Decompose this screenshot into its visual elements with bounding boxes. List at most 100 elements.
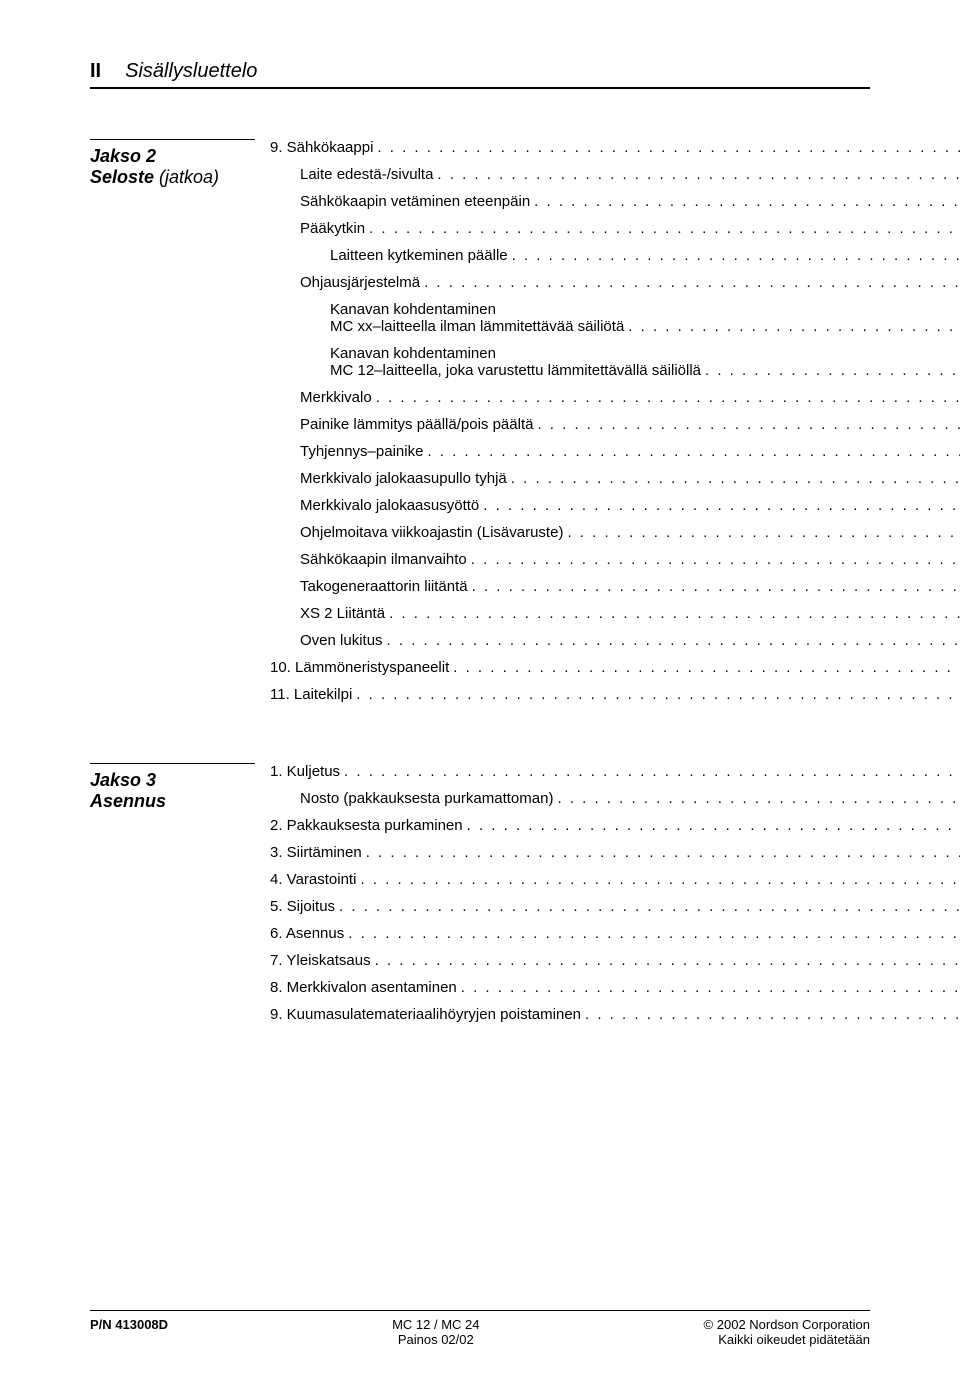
toc-row: 5. Sijoitus . . . . . . . . . . . . . . … (270, 898, 960, 915)
toc-row: Pääkytkin . . . . . . . . . . . . . . . … (270, 220, 960, 237)
toc-dots: . . . . . . . . . . . . . . . . . . . . … (483, 497, 960, 514)
toc-dots: . . . . . . . . . . . . . . . . . . . . … (467, 817, 960, 834)
toc-label: 9. Kuumasulatemateriaalihöyryjen poistam… (270, 1006, 581, 1023)
copyright-icon: © (704, 1317, 714, 1332)
toc-label: Sähkökaapin ilmanvaihto (300, 551, 467, 568)
toc-label: MC 12–laitteella, joka varustettu lämmit… (330, 362, 701, 379)
toc-label: 5. Sijoitus (270, 898, 335, 915)
footer-center-2: Painos 02/02 (392, 1332, 479, 1347)
footer-pn: P/N 413008D (90, 1317, 168, 1332)
toc-dots: . . . . . . . . . . . . . . . . . . . . … (567, 524, 960, 541)
toc-dots: . . . . . . . . . . . . . . . . . . . . … (471, 551, 960, 568)
toc-label: 10. Lämmöneristyspaneelit (270, 659, 449, 676)
toc-dots: . . . . . . . . . . . . . . . . . . . . … (366, 844, 960, 861)
toc-dots: . . . . . . . . . . . . . . . . . . . . … (453, 659, 960, 676)
footer-left: P/N 413008D (90, 1317, 168, 1347)
toc-dots: . . . . . . . . . . . . . . . . . . . . … (387, 632, 960, 649)
toc-dots: . . . . . . . . . . . . . . . . . . . . … (377, 139, 960, 156)
section-2: Jakso 3 Asennus 1. Kuljetus . . . . . . … (90, 763, 870, 1033)
toc-label: Takogeneraattorin liitäntä (300, 578, 468, 595)
toc-label: 1. Kuljetus (270, 763, 340, 780)
toc-label: Merkkivalo (300, 389, 372, 406)
toc-row: Laite edestä-/sivulta . . . . . . . . . … (270, 166, 960, 183)
toc-label: Tyhjennys–painike (300, 443, 423, 460)
toc-row: Ohjelmoitava viikkoajastin (Lisävaruste)… (270, 524, 960, 541)
toc-dots: . . . . . . . . . . . . . . . . . . . . … (424, 274, 960, 291)
toc-label: XS 2 Liitäntä (300, 605, 385, 622)
toc-row: 6. Asennus . . . . . . . . . . . . . . .… (270, 925, 960, 942)
toc-label: 3. Siirtäminen (270, 844, 362, 861)
toc-row: Laitteen kytkeminen päälle . . . . . . .… (270, 247, 960, 264)
toc-row: Kanavan kohdentaminenMC 12–laitteella, j… (270, 345, 960, 379)
toc-label: 4. Varastointi (270, 871, 356, 888)
toc-label: Laite edestä-/sivulta (300, 166, 433, 183)
toc-label: MC xx–laitteella ilman lämmitettävää säi… (330, 318, 624, 335)
toc-row: Takogeneraattorin liitäntä . . . . . . .… (270, 578, 960, 595)
toc-row: Kanavan kohdentaminenMC xx–laitteella il… (270, 301, 960, 335)
toc-dots: . . . . . . . . . . . . . . . . . . . . … (512, 247, 960, 264)
section-2-title-2: Asennus (90, 791, 270, 812)
toc-dots: . . . . . . . . . . . . . . . . . . . . … (537, 416, 960, 433)
toc-row: Painike lämmitys päällä/pois päältä . . … (270, 416, 960, 433)
toc-row: 7. Yleiskatsaus . . . . . . . . . . . . … (270, 952, 960, 969)
section-2-label: Jakso 3 Asennus (90, 763, 270, 812)
page-header: II Sisällysluettelo (90, 60, 870, 89)
toc-label: Merkkivalo jalokaasupullo tyhjä (300, 470, 507, 487)
toc-row: 3. Siirtäminen . . . . . . . . . . . . .… (270, 844, 960, 861)
footer-right-1: © 2002 Nordson Corporation (704, 1317, 870, 1332)
toc-dots: . . . . . . . . . . . . . . . . . . . . … (356, 686, 960, 703)
page-footer: P/N 413008D MC 12 / MC 24 Painos 02/02 ©… (90, 1310, 870, 1347)
toc-row: Sähkökaapin ilmanvaihto . . . . . . . . … (270, 551, 960, 568)
toc-row: Merkkivalo jalokaasupullo tyhjä . . . . … (270, 470, 960, 487)
toc-label: Kanavan kohdentaminen (330, 301, 960, 318)
toc-row: 9. Kuumasulatemateriaalihöyryjen poistam… (270, 1006, 960, 1023)
toc-dots: . . . . . . . . . . . . . . . . . . . . … (585, 1006, 960, 1023)
toc-row: Sähkökaapin vetäminen eteenpäin . . . . … (270, 193, 960, 210)
toc-row: 8. Merkkivalon asentaminen . . . . . . .… (270, 979, 960, 996)
toc-dots: . . . . . . . . . . . . . . . . . . . . … (376, 389, 960, 406)
footer-center-1: MC 12 / MC 24 (392, 1317, 479, 1332)
toc-label: 6. Asennus (270, 925, 344, 942)
footer-center: MC 12 / MC 24 Painos 02/02 (392, 1317, 479, 1347)
toc-dots: . . . . . . . . . . . . . . . . . . . . … (375, 952, 960, 969)
toc-label: Merkkivalo jalokaasusyöttö (300, 497, 479, 514)
toc-dots: . . . . . . . . . . . . . . . . . . . . … (344, 763, 960, 780)
toc-label: Nosto (pakkauksesta purkamattoman) (300, 790, 553, 807)
toc-dots: . . . . . . . . . . . . . . . . . . . . … (437, 166, 960, 183)
toc-dots: . . . . . . . . . . . . . . . . . . . . … (472, 578, 960, 595)
toc-label: 7. Yleiskatsaus (270, 952, 371, 969)
section-1-label: Jakso 2 Seloste (jatkoa) (90, 139, 270, 188)
header-title: Sisällysluettelo (125, 60, 257, 83)
footer-right-1-text: 2002 Nordson Corporation (717, 1317, 870, 1332)
toc-label: Laitteen kytkeminen päälle (330, 247, 508, 264)
toc-label: 8. Merkkivalon asentaminen (270, 979, 457, 996)
section-2-toc: 1. Kuljetus . . . . . . . . . . . . . . … (270, 763, 960, 1033)
toc-label: Ohjausjärjestelmä (300, 274, 420, 291)
toc-row: 4. Varastointi . . . . . . . . . . . . .… (270, 871, 960, 888)
toc-row: 2. Pakkauksesta purkaminen . . . . . . .… (270, 817, 960, 834)
toc-dots: . . . . . . . . . . . . . . . . . . . . … (628, 318, 960, 335)
toc-dots: . . . . . . . . . . . . . . . . . . . . … (427, 443, 960, 460)
toc-row: Ohjausjärjestelmä . . . . . . . . . . . … (270, 274, 960, 291)
section-1-title-2: Seloste (jatkoa) (90, 167, 270, 188)
toc-row: 1. Kuljetus . . . . . . . . . . . . . . … (270, 763, 960, 780)
toc-dots: . . . . . . . . . . . . . . . . . . . . … (461, 979, 960, 996)
page-number: II (90, 60, 101, 83)
toc-label: 9. Sähkökaappi (270, 139, 373, 156)
toc-dots: . . . . . . . . . . . . . . . . . . . . … (339, 898, 960, 915)
toc-label: Oven lukitus (300, 632, 383, 649)
section-1-title-2-note: (jatkoa) (154, 167, 219, 187)
toc-dots: . . . . . . . . . . . . . . . . . . . . … (348, 925, 960, 942)
footer-right: © 2002 Nordson Corporation Kaikki oikeud… (704, 1317, 870, 1347)
toc-row: 9. Sähkökaappi . . . . . . . . . . . . .… (270, 139, 960, 156)
toc-dots: . . . . . . . . . . . . . . . . . . . . … (534, 193, 960, 210)
toc-row: Tyhjennys–painike . . . . . . . . . . . … (270, 443, 960, 460)
section-1-toc: 9. Sähkökaappi . . . . . . . . . . . . .… (270, 139, 960, 713)
toc-dots: . . . . . . . . . . . . . . . . . . . . … (389, 605, 960, 622)
toc-row: Nosto (pakkauksesta purkamattoman) . . .… (270, 790, 960, 807)
toc-dots: . . . . . . . . . . . . . . . . . . . . … (360, 871, 960, 888)
toc-row: Merkkivalo . . . . . . . . . . . . . . .… (270, 389, 960, 406)
toc-row: 10. Lämmöneristyspaneelit . . . . . . . … (270, 659, 960, 676)
toc-dots: . . . . . . . . . . . . . . . . . . . . … (705, 362, 960, 379)
section-1: Jakso 2 Seloste (jatkoa) 9. Sähkökaappi … (90, 139, 870, 713)
